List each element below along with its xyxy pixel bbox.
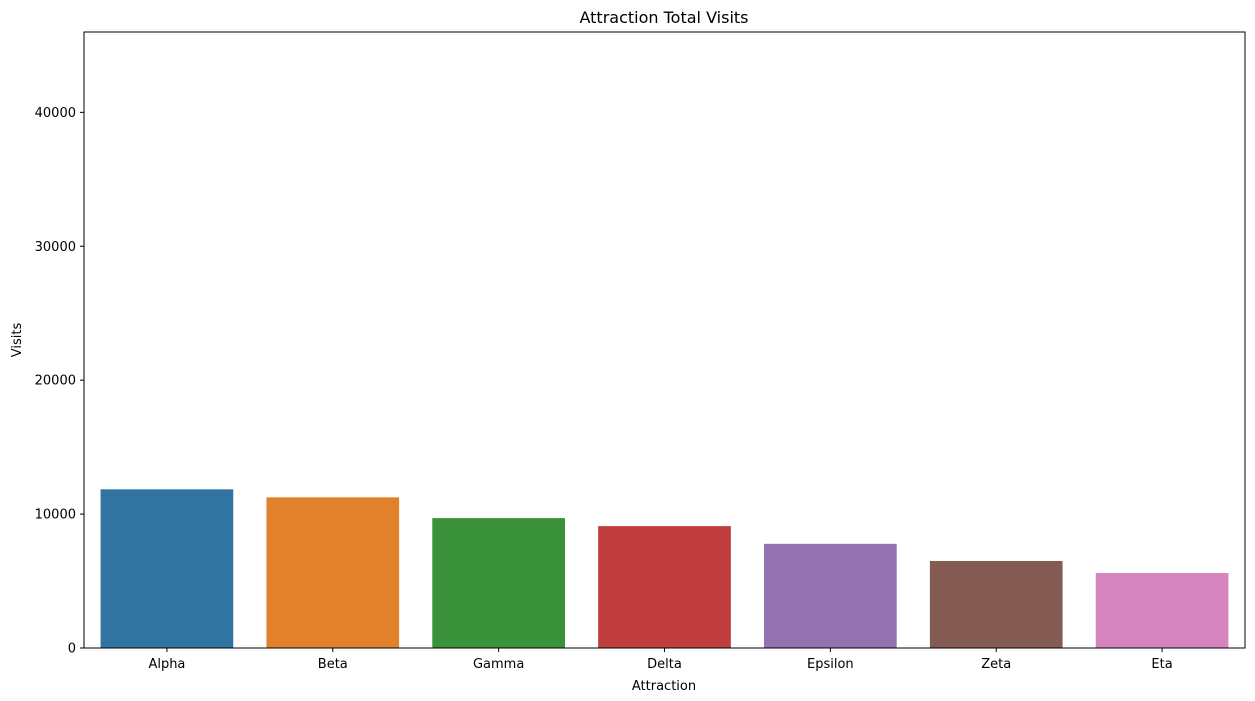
bar-beta [266,497,400,648]
bar-delta [598,526,731,648]
x-tick-label-eta: Eta [1151,657,1172,672]
x-tick-label-zeta: Zeta [981,657,1011,672]
y-axis-label: Visits [10,323,25,358]
y-tick-label: 30000 [35,240,76,255]
x-axis-ticks: Alpha Beta Gamma Delta Epsilon Zeta Eta [148,648,1173,672]
bar-epsilon [764,543,897,648]
bar-alpha [100,489,234,648]
x-tick-label-delta: Delta [647,657,682,672]
bars-group [100,489,1229,648]
x-tick-label-gamma: Gamma [473,657,524,672]
x-axis-label: Attraction [632,679,696,694]
x-tick-label-beta: Beta [318,657,348,672]
bar-zeta [929,560,1063,648]
bar-gamma [432,518,565,648]
y-tick-label: 10000 [35,508,76,523]
bar-eta [1095,573,1229,648]
plot-area-frame [83,31,1246,649]
y-tick-label: 0 [68,642,76,657]
x-tick-label-epsilon: Epsilon [807,657,854,672]
y-tick-label: 40000 [35,106,76,121]
x-tick-label-alpha: Alpha [148,657,185,672]
chart-title: Attraction Total Visits [579,8,748,27]
y-axis-ticks: 0 10000 20000 30000 40000 [35,106,84,657]
y-tick-label: 20000 [35,374,76,389]
